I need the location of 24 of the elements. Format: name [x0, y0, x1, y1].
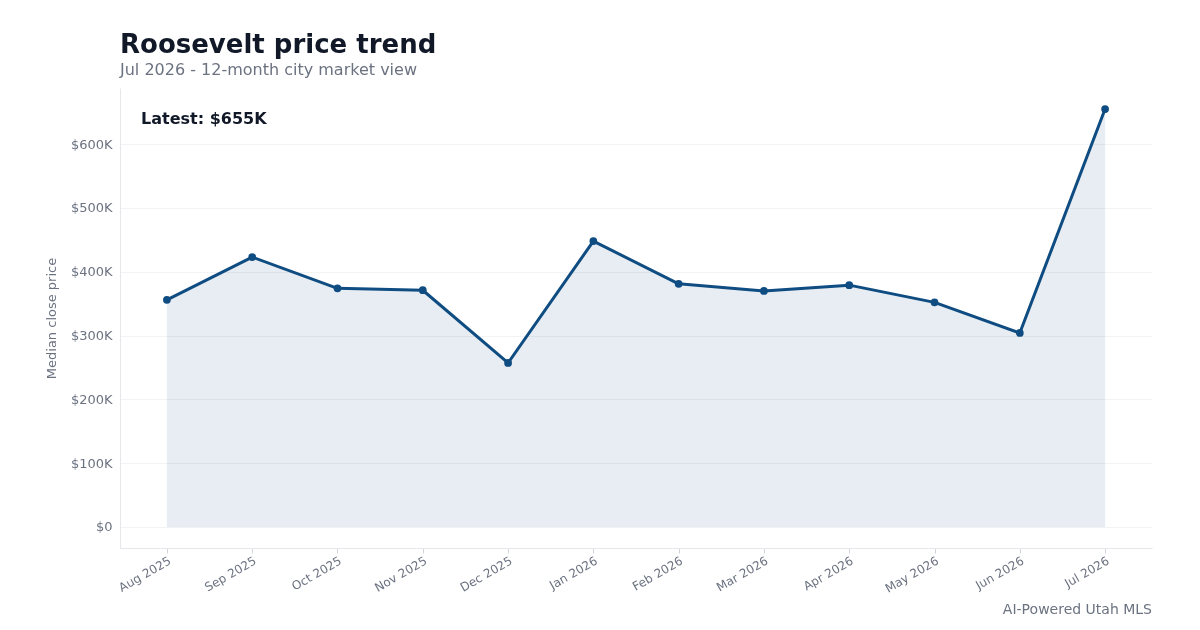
y-tick-label: $200K — [70, 391, 113, 407]
chart-subtitle: Jul 2026 - 12-month city market view — [119, 60, 417, 79]
point — [930, 298, 939, 307]
point — [163, 295, 171, 304]
text: AI-Powered Utah MLS — [1002, 601, 1152, 617]
point — [1101, 105, 1109, 113]
point — [248, 253, 257, 261]
point — [674, 280, 683, 288]
y-tick-label: $100K — [70, 455, 113, 471]
point — [504, 359, 512, 367]
y-tick-label: $500K — [70, 200, 113, 216]
point — [333, 284, 342, 293]
point — [760, 287, 768, 295]
y-tick-label: $300K — [70, 328, 113, 344]
point — [845, 281, 854, 290]
point — [589, 237, 598, 245]
y-axis-title: Median close price — [43, 257, 59, 380]
y-tick-label: $600K — [70, 136, 113, 152]
annotation: Latest: $655K — [141, 109, 268, 128]
y-tick-label: $0 — [95, 519, 113, 535]
point — [1015, 329, 1024, 337]
point — [418, 286, 427, 295]
y-tick-label: $400K — [70, 264, 113, 280]
chart-title: Roosevelt price trend — [120, 29, 437, 59]
